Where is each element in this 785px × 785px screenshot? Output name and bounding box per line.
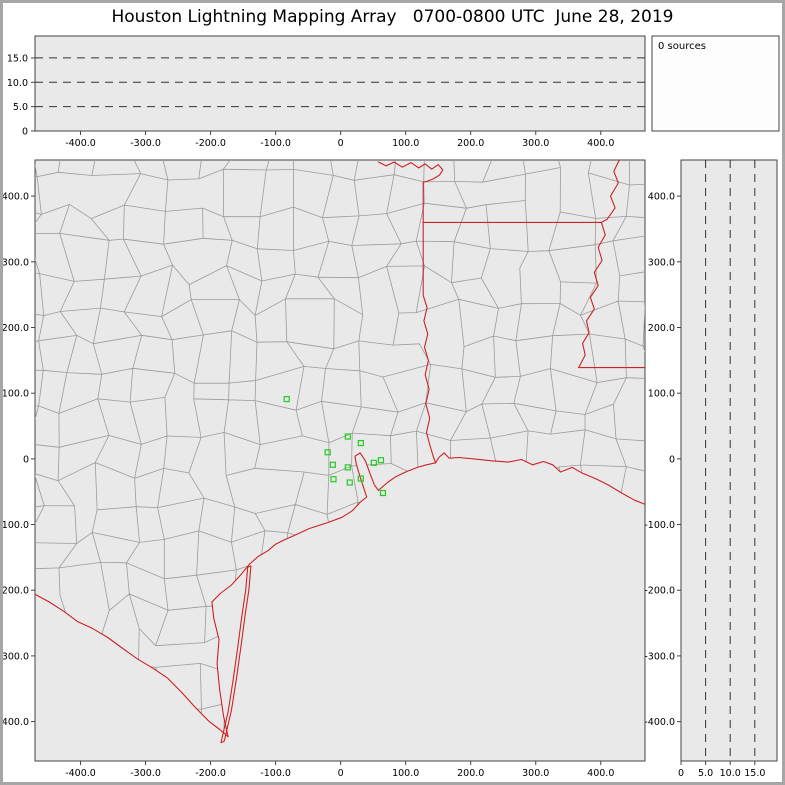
svg-text:0: 0	[338, 138, 344, 149]
svg-text:-300.0: -300.0	[644, 651, 675, 662]
svg-text:400.0: 400.0	[648, 192, 675, 203]
svg-text:100.0: 100.0	[648, 389, 675, 400]
sources-histogram-panel	[651, 35, 780, 132]
svg-text:-300.0: -300.0	[0, 651, 29, 662]
svg-text:-100.0: -100.0	[260, 138, 291, 149]
svg-text:-400.0: -400.0	[65, 138, 96, 149]
svg-text:300.0: 300.0	[2, 257, 29, 268]
svg-text:-200.0: -200.0	[195, 768, 226, 779]
plan-view-map-panel: -400.0 -300.0 -200.0 -100.0 0 100.0 200.0 300.0…	[0, 159, 646, 779]
svg-text:0: 0	[669, 454, 675, 465]
svg-text:200.0: 200.0	[457, 768, 484, 779]
page-title: Houston Lightning Mapping Array 0700-080…	[111, 7, 674, 27]
svg-text:100.0: 100.0	[392, 138, 419, 149]
svg-text:-300.0: -300.0	[130, 768, 161, 779]
svg-text:-400.0: -400.0	[0, 717, 29, 728]
svg-text:400.0: 400.0	[2, 192, 29, 203]
svg-text:15.0: 15.0	[7, 53, 28, 64]
svg-text:200.0: 200.0	[457, 138, 484, 149]
svg-text:400.0: 400.0	[587, 768, 614, 779]
svg-text:100.0: 100.0	[392, 768, 419, 779]
altitude-ew-panel: 0 5.0 10.0 15.0 -400.0 -300.0 -200.0 -100.0 0 100…	[7, 35, 646, 149]
svg-text:10.0: 10.0	[7, 78, 28, 89]
svg-text:-100.0: -100.0	[260, 768, 291, 779]
svg-text:-200.0: -200.0	[644, 586, 675, 597]
svg-text:-100.0: -100.0	[644, 520, 675, 531]
svg-text:0: 0	[678, 768, 684, 779]
svg-text:400.0: 400.0	[587, 138, 614, 149]
svg-text:15.0: 15.0	[744, 768, 765, 779]
svg-text:5.0: 5.0	[13, 102, 28, 113]
svg-text:-200.0: -200.0	[0, 586, 29, 597]
svg-text:300.0: 300.0	[522, 768, 549, 779]
svg-text:-200.0: -200.0	[195, 138, 226, 149]
svg-text:-300.0: -300.0	[130, 138, 161, 149]
svg-text:300.0: 300.0	[648, 257, 675, 268]
altitude-ns-panel: 400.0 300.0 200.0 100.0 0 -100.0 -200.0 -300.0 -…	[644, 159, 778, 779]
svg-text:0: 0	[338, 768, 344, 779]
svg-text:300.0: 300.0	[522, 138, 549, 149]
svg-text:0: 0	[23, 454, 29, 465]
svg-text:-400.0: -400.0	[644, 717, 675, 728]
svg-text:5.0: 5.0	[698, 768, 713, 779]
svg-text:10.0: 10.0	[720, 768, 741, 779]
sources-count-label: 0 sources	[658, 41, 706, 52]
svg-text:-100.0: -100.0	[0, 520, 29, 531]
svg-text:-400.0: -400.0	[65, 768, 96, 779]
svg-text:100.0: 100.0	[2, 389, 29, 400]
svg-text:200.0: 200.0	[648, 323, 675, 334]
svg-text:200.0: 200.0	[2, 323, 29, 334]
svg-text:0: 0	[22, 127, 28, 138]
